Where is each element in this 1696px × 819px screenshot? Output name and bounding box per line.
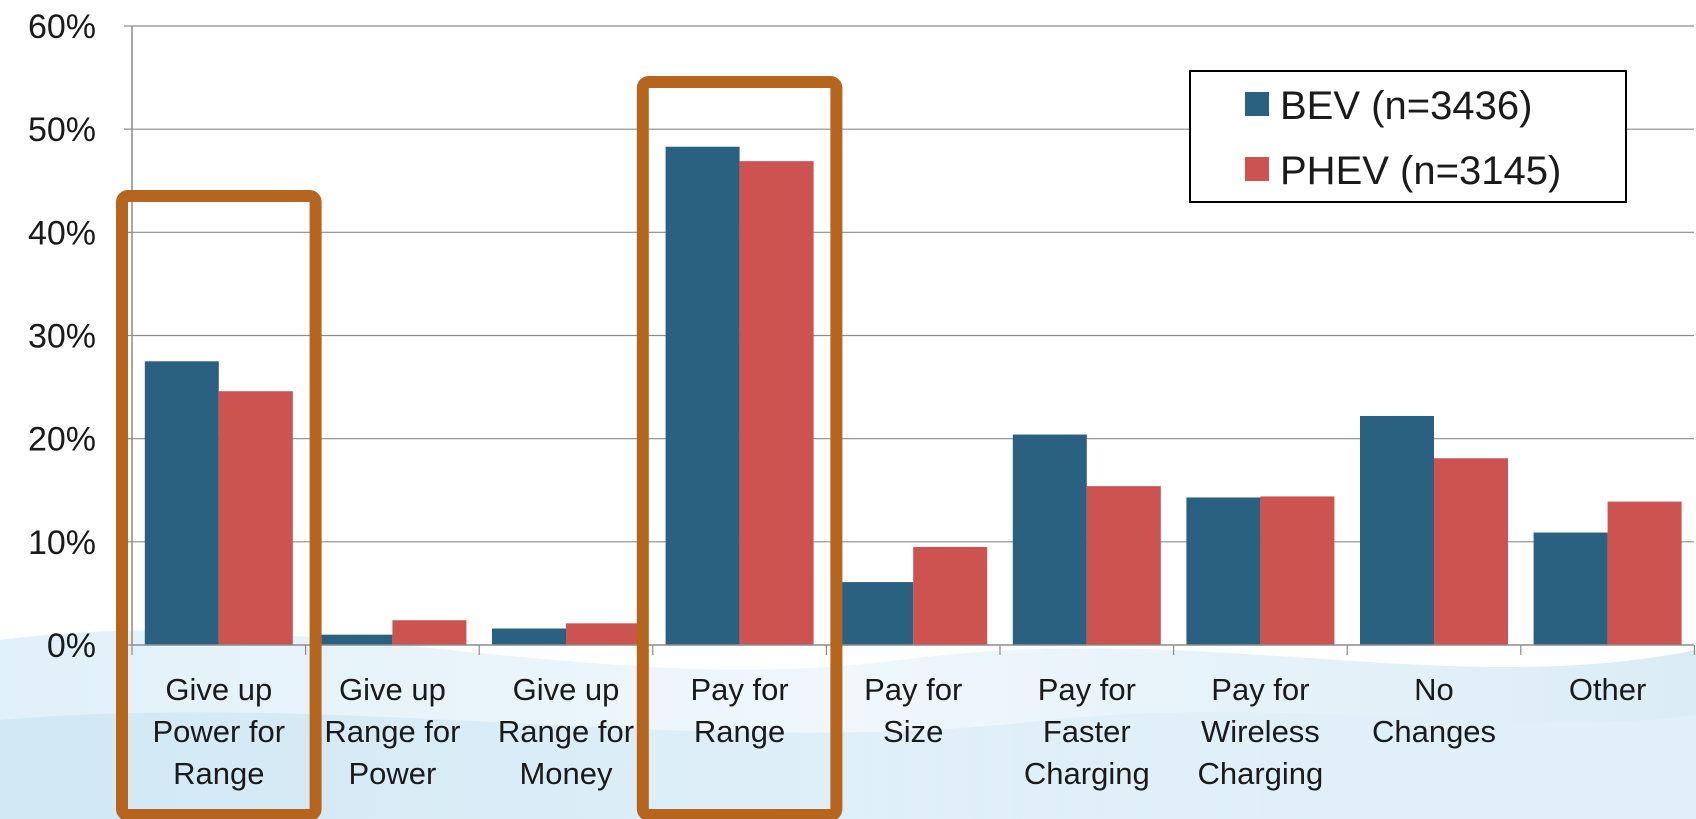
category-label: Give up Power for Range: [152, 672, 285, 791]
category-label: Pay for Range: [690, 672, 788, 749]
bar-phev: [913, 546, 988, 645]
y-tick-label: 50%: [28, 111, 96, 149]
bar-bev: [839, 582, 914, 645]
bar-bev: [1186, 497, 1261, 645]
highlight-boxes: [116, 76, 843, 819]
y-tick-label: 30%: [28, 318, 96, 356]
bar-bev: [1360, 415, 1434, 645]
bar-phev: [1434, 458, 1508, 645]
y-tick-label: 10%: [28, 524, 96, 562]
category-label: No Changes: [1372, 672, 1496, 749]
bar-bev: [1533, 532, 1608, 645]
category-label: Pay for Faster Charging: [1024, 672, 1150, 791]
bar-phev: [392, 620, 467, 645]
y-tick-label: 0%: [47, 627, 96, 665]
legend-swatch-bev: [1245, 92, 1269, 116]
highlight-box: [116, 190, 322, 819]
bar-phev: [218, 391, 293, 645]
y-tick-label: 40%: [28, 214, 96, 252]
legend-swatch-phev: [1245, 157, 1269, 181]
legend-label-bev: BEV (n=3436): [1280, 84, 1532, 128]
bar-phev: [566, 623, 640, 645]
legend: BEV (n=3436) PHEV (n=3145): [1189, 70, 1627, 203]
bar-phev: [739, 161, 814, 646]
y-tick-label: 20%: [28, 421, 96, 459]
category-label: Give up Range for Money: [498, 672, 634, 791]
y-axis-ticks: 0% 10% 20% 30% 40% 50% 60%: [28, 8, 132, 665]
axes: [131, 26, 1696, 655]
bar-bev: [1012, 434, 1087, 645]
bar-bev: [144, 361, 219, 645]
category-label: Other: [1569, 672, 1647, 707]
category-label: Pay for Wireless Charging: [1197, 672, 1323, 791]
bar-bev: [665, 146, 740, 645]
highlight-box: [636, 76, 843, 819]
category-label: Pay for Size: [864, 672, 962, 749]
category-label: Give up Range for Power: [324, 672, 460, 791]
bar-phev: [1260, 496, 1335, 645]
y-tick-label: 60%: [28, 8, 96, 46]
legend-label-phev: PHEV (n=3145): [1280, 149, 1561, 193]
bar-phev: [1086, 486, 1161, 645]
bar-bev: [492, 628, 566, 645]
bar-phev: [1607, 501, 1682, 645]
bar-bev: [318, 634, 393, 645]
category-labels: Give up Power for Range Give up Range for Pow…: [152, 672, 1646, 791]
bars: [144, 146, 1682, 646]
